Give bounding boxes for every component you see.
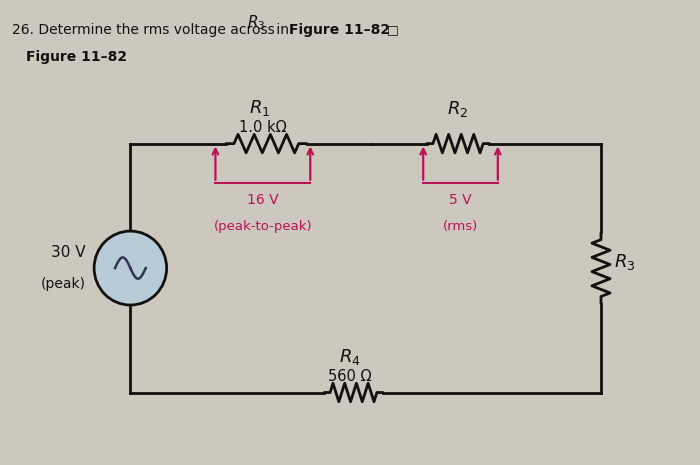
Text: Figure 11–82: Figure 11–82 (288, 23, 390, 37)
Text: (rms): (rms) (443, 219, 478, 232)
Text: 16 V: 16 V (247, 193, 279, 207)
Text: 5 V: 5 V (449, 193, 472, 207)
Text: $R_3$: $R_3$ (613, 252, 635, 272)
Text: 1.0 kΩ: 1.0 kΩ (239, 120, 287, 135)
Text: □: □ (384, 23, 399, 36)
Text: $R_4$: $R_4$ (339, 347, 361, 367)
Text: 26. Determine the rms voltage across: 26. Determine the rms voltage across (12, 23, 279, 37)
Text: $R_2$: $R_2$ (447, 100, 469, 120)
Text: (peak): (peak) (41, 277, 86, 291)
Text: $R_3$: $R_3$ (247, 13, 265, 32)
Text: Figure 11–82: Figure 11–82 (26, 50, 127, 64)
Text: (peak-to-peak): (peak-to-peak) (214, 219, 312, 232)
Text: 30 V: 30 V (51, 245, 86, 260)
Circle shape (94, 231, 167, 305)
Text: $R_1$: $R_1$ (248, 98, 270, 118)
Text: 560 Ω: 560 Ω (328, 369, 372, 385)
Text: in: in (272, 23, 293, 37)
